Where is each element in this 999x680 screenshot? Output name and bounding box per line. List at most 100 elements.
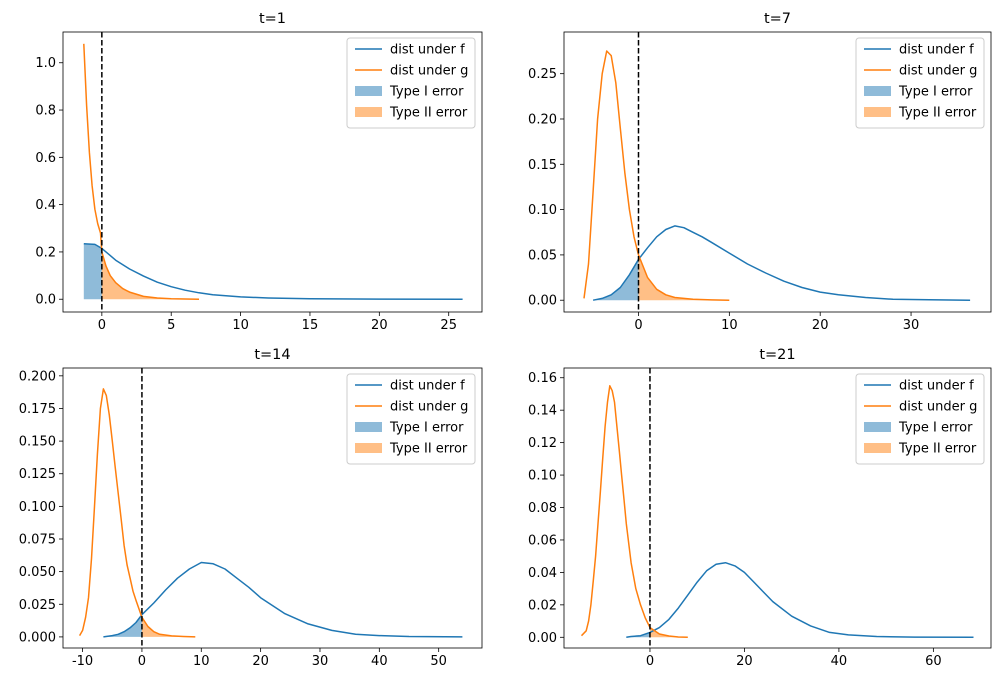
subplot-1: 0 5 10 15 20 25 0.0 0.2 0.4 0.6 0.8 1.0 t=1 dist unde… <box>35 11 483 333</box>
x-tick-label: -10 <box>72 654 93 669</box>
y-tick-label: 0.08 <box>528 501 557 516</box>
legend-label: Type I error <box>389 85 464 100</box>
legend-label: dist under g <box>899 400 977 415</box>
axes-frame <box>62 367 483 649</box>
legend: dist under f dist under g Type I error Type… <box>346 37 476 129</box>
type-1-error-area <box>103 614 142 637</box>
x-tick-label: 5 <box>167 318 175 333</box>
series-line-g <box>580 385 688 639</box>
x-tick-label: 30 <box>312 654 329 669</box>
x-tick-label: 60 <box>925 654 942 669</box>
legend-handle-type-1 <box>864 86 891 96</box>
legend-label: Type I error <box>898 421 973 436</box>
subplot-2: 0 10 20 30 0.00 0.05 0.10 0.15 0.20 0.25 t=7 dist u… <box>528 11 992 333</box>
legend-label: Type II error <box>389 106 468 121</box>
y-tick-label: 0.200 <box>19 369 56 384</box>
x-tick-label: 40 <box>831 654 848 669</box>
legend-label: Type II error <box>898 442 977 457</box>
axes-frame <box>62 31 483 313</box>
y-tick-label: 0.150 <box>19 435 56 450</box>
x-tick-label: 40 <box>371 654 388 669</box>
legend-box <box>855 37 985 129</box>
y-tick-label: 0.125 <box>19 467 56 482</box>
legend-box <box>346 373 476 465</box>
x-tick-label: 20 <box>736 654 753 669</box>
x-tick-label: 0 <box>138 654 146 669</box>
y-tick-label: 0.0 <box>35 293 56 308</box>
y-tick-label: 0.00 <box>528 631 557 646</box>
x-tick-label: 0 <box>646 654 654 669</box>
y-tick-label: 0.06 <box>528 533 557 548</box>
legend-label: dist under f <box>390 43 465 58</box>
y-tick-label: 0.025 <box>19 598 56 613</box>
subplot-4: 0 20 40 60 0.00 0.02 0.04 0.06 0.08 0.10 0.12 0.14 0… <box>528 347 992 669</box>
type-2-error-area <box>101 251 199 300</box>
series-line-f <box>103 561 463 638</box>
x-tick-label: 15 <box>302 318 319 333</box>
x-tick-label: 10 <box>721 318 738 333</box>
legend-label: dist under g <box>390 400 468 415</box>
subplot-3: -10 0 10 20 30 40 50 0.000 0.025 0.050 0.075 0.100 0… <box>19 347 483 669</box>
legend: dist under f dist under g Type I error Type… <box>346 373 476 465</box>
series-line-g <box>583 50 730 301</box>
x-tick-label: 20 <box>812 318 829 333</box>
legend-label: Type I error <box>898 85 973 100</box>
y-tick-label: 0.050 <box>19 565 56 580</box>
series-line-f <box>592 225 971 301</box>
y-tick-label: 0.15 <box>528 158 557 173</box>
y-tick-label: 0.2 <box>35 245 56 260</box>
subplot-title: t=21 <box>759 347 795 363</box>
y-tick-label: 0.6 <box>35 151 56 166</box>
x-tick-label: 20 <box>252 654 269 669</box>
x-tick-label: 10 <box>193 654 210 669</box>
y-tick-label: 1.0 <box>35 56 56 71</box>
legend-label: dist under f <box>899 379 974 394</box>
type-1-error-area <box>83 243 102 300</box>
y-tick-label: 0.12 <box>528 436 557 451</box>
legend-handle-type-1 <box>355 86 382 96</box>
legend: dist under f dist under g Type I error Type… <box>855 373 985 465</box>
subplot-title: t=7 <box>764 11 791 27</box>
subplot-title: t=1 <box>259 11 286 27</box>
x-tick-label: 0 <box>98 318 106 333</box>
legend-label: dist under f <box>899 43 974 58</box>
axes-frame <box>563 31 992 313</box>
subplot-title: t=14 <box>254 347 290 363</box>
series-line-f <box>83 242 463 300</box>
y-tick-label: 0.10 <box>528 203 557 218</box>
x-tick-label: 0 <box>634 318 642 333</box>
axes-frame <box>563 367 992 649</box>
legend-box <box>346 37 476 129</box>
x-tick-label: 50 <box>430 654 447 669</box>
legend-label: dist under g <box>390 64 468 79</box>
legend-label: Type I error <box>389 421 464 436</box>
y-tick-label: 0.16 <box>528 371 557 386</box>
legend-handle-type-2 <box>355 443 382 453</box>
y-tick-label: 0.14 <box>528 404 557 419</box>
y-tick-label: 0.100 <box>19 500 56 515</box>
y-tick-label: 0.04 <box>528 566 557 581</box>
legend-handle-type-2 <box>355 107 382 117</box>
x-tick-label: 30 <box>903 318 920 333</box>
y-tick-label: 0.25 <box>528 67 557 82</box>
y-tick-label: 0.02 <box>528 598 557 613</box>
legend-label: Type II error <box>898 106 977 121</box>
x-tick-label: 25 <box>440 318 457 333</box>
legend-label: dist under f <box>390 379 465 394</box>
y-tick-label: 0.20 <box>528 112 557 127</box>
legend-box <box>855 373 985 465</box>
series-line-g <box>78 388 196 638</box>
legend-handle-type-1 <box>355 422 382 432</box>
y-tick-label: 0.8 <box>35 104 56 119</box>
legend-handle-type-2 <box>864 107 891 117</box>
y-tick-label: 0.00 <box>528 294 557 309</box>
legend-label: dist under g <box>899 64 977 79</box>
type-1-error-area <box>593 259 639 301</box>
y-tick-label: 0.05 <box>528 248 557 263</box>
x-tick-label: 20 <box>371 318 388 333</box>
y-tick-label: 0.075 <box>19 533 56 548</box>
legend-handle-type-1 <box>864 422 891 432</box>
y-tick-label: 0.4 <box>35 198 56 213</box>
series-line-f <box>626 561 974 639</box>
